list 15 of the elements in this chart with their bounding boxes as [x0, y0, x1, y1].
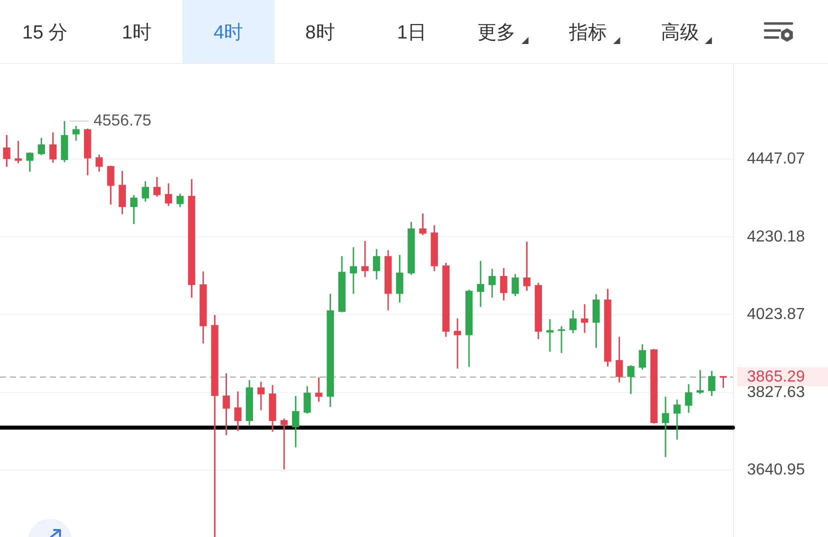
- tab-label: 更多: [478, 22, 516, 44]
- ref-label: 3865.29: [747, 368, 805, 386]
- y-tick-label: 4447.07: [747, 150, 805, 168]
- y-tick-label: 4023.87: [747, 306, 805, 324]
- y-tick-label: 3827.63: [747, 384, 805, 401]
- tab-label: 1日: [397, 22, 427, 44]
- y-tick-label: 3640.95: [747, 462, 805, 479]
- tab-label: 高级: [660, 22, 699, 44]
- y-tick-label: 4230.18: [747, 228, 805, 246]
- tab-label: 8时: [305, 22, 335, 44]
- tab-label: 指标: [569, 22, 608, 44]
- tab-label: 4时: [214, 22, 244, 44]
- high-label: 4556.75: [94, 112, 152, 130]
- tab-label: 15 分: [22, 22, 68, 44]
- tab-label: 1时: [122, 22, 152, 44]
